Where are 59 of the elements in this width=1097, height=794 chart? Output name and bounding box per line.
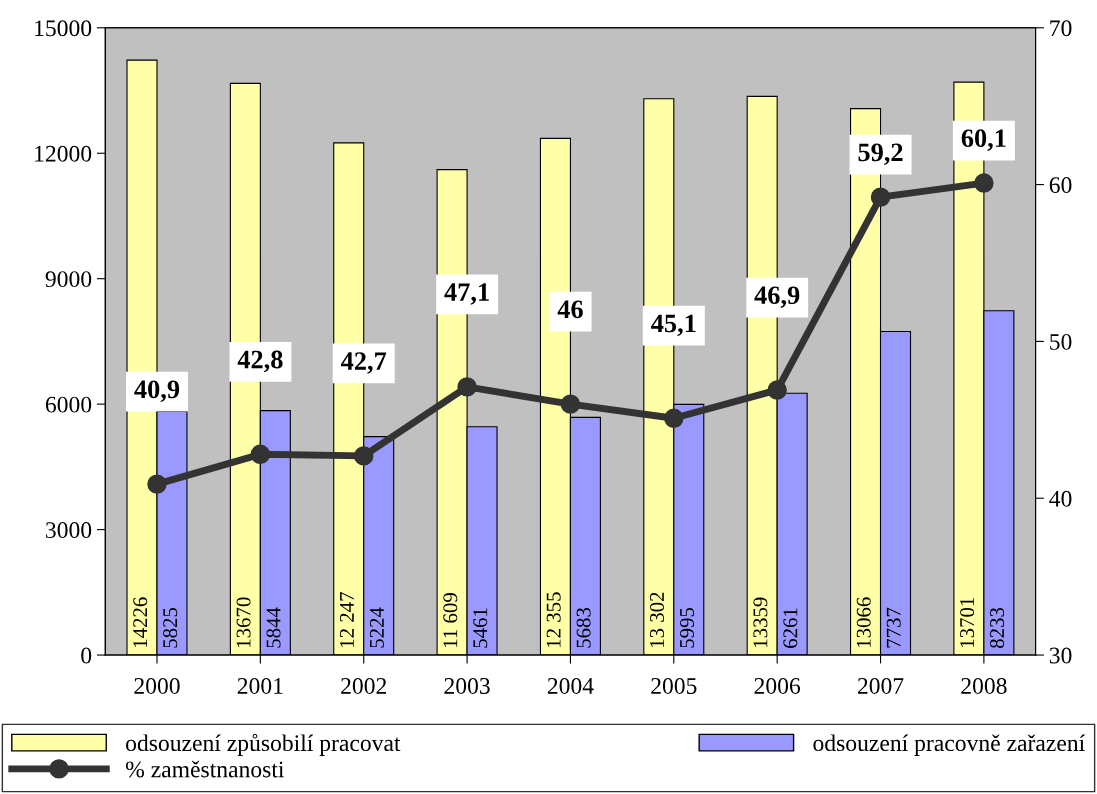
data-label: 13359 (753, 597, 768, 647)
y-tick-label: 3000 (46, 522, 92, 539)
data-label: 7737 (886, 607, 901, 648)
data-label: 13670 (236, 597, 251, 647)
x-tick-label: 2003 (444, 677, 490, 694)
y-tick-label: 6000 (45, 396, 92, 413)
data-label: 14226 (133, 597, 148, 647)
data-label: 13 302 (649, 592, 665, 647)
data-label: 47,1 (444, 283, 489, 305)
point (974, 173, 994, 193)
data-label: 5825 (163, 607, 178, 648)
data-label: 5224 (369, 607, 384, 648)
data-label: 59,2 (858, 143, 903, 166)
data-label: 13066 (856, 597, 871, 647)
data-label: 46,9 (754, 286, 800, 308)
point (767, 380, 787, 400)
x-tick-label: 2008 (961, 677, 1007, 694)
y2-tick-label: 40 (1049, 490, 1072, 507)
data-label: 6261 (783, 608, 798, 648)
data-label: 42,8 (237, 350, 283, 373)
point (353, 446, 374, 466)
legend-label: odsouzení způsobilí pracovat (126, 733, 401, 756)
x-tick-label: 2000 (134, 677, 180, 694)
legend-label: % zaměstnanosti (125, 760, 285, 778)
x-tick-label: 2002 (341, 677, 387, 694)
x-tick-label: 2006 (754, 677, 801, 694)
point (560, 394, 581, 414)
data-label: 5995 (680, 607, 694, 648)
y-tick-label: 0 (81, 647, 92, 664)
y-tick-label: 12000 (35, 145, 92, 162)
data-label: 13701 (960, 597, 975, 647)
data-label: 11 609 (443, 593, 458, 647)
legend-label: odsouzení pracovně zařazení (813, 734, 1085, 756)
data-label: 42,7 (340, 352, 387, 374)
data-label: 40,9 (134, 380, 180, 403)
point (250, 444, 271, 465)
y2-tick-label: 50 (1050, 333, 1072, 350)
x-tick-label: 2004 (547, 677, 594, 694)
data-label: 45,1 (651, 314, 696, 337)
y2-tick-label: 30 (1049, 647, 1072, 664)
data-label: 12 247 (339, 592, 354, 647)
y-tick-label: 9000 (45, 271, 92, 288)
x-tick-label: 2001 (237, 677, 283, 694)
data-label: 60,1 (961, 129, 1006, 151)
data-label: 5683 (576, 607, 591, 648)
point (147, 474, 167, 494)
point (457, 377, 477, 397)
y2-tick-label: 60 (1049, 177, 1072, 194)
data-label: 46 (557, 300, 583, 319)
point (664, 408, 684, 428)
data-label: 5461 (473, 608, 488, 648)
x-tick-label: 2007 (857, 677, 904, 694)
y2-tick-label: 70 (1050, 20, 1072, 37)
data-label: 5844 (266, 607, 281, 648)
data-label: 8233 (990, 607, 1005, 648)
point (870, 187, 891, 207)
y-tick-label: 15000 (35, 20, 92, 37)
x-tick-label: 2005 (651, 677, 697, 694)
data-label: 12 355 (546, 592, 561, 647)
